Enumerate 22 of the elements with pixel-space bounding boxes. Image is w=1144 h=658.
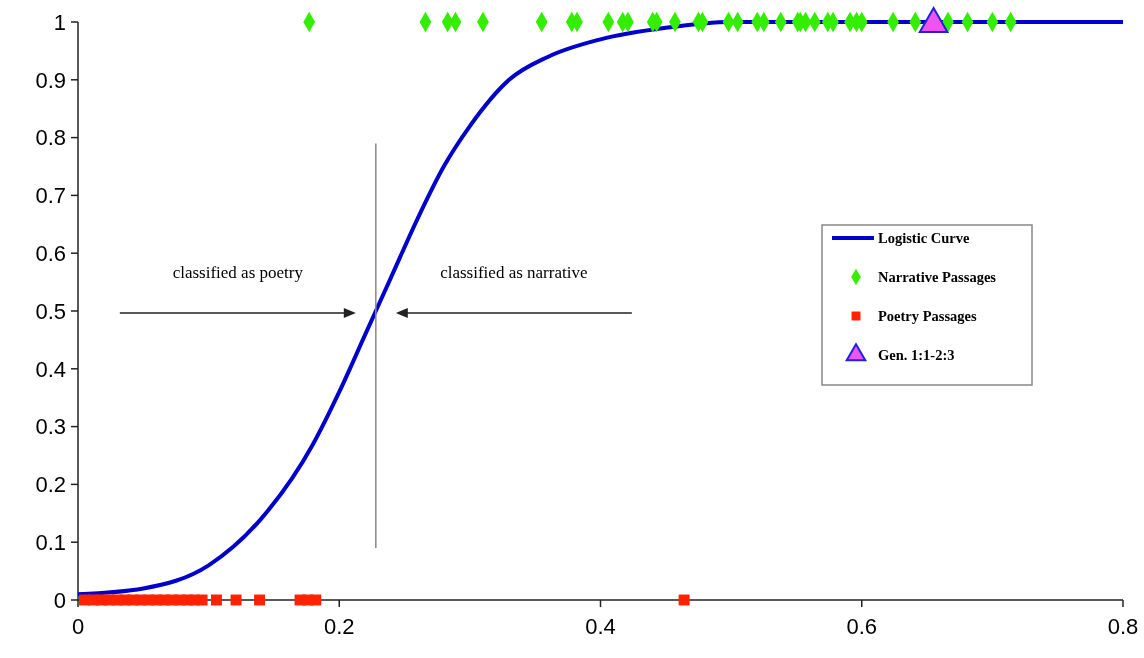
y-tick-label: 0.8 <box>35 125 66 151</box>
y-tick-label: 0.7 <box>35 183 66 209</box>
legend-label: Gen. 1:1-2:3 <box>878 347 955 364</box>
y-tick-label: 0.3 <box>35 414 66 440</box>
y-tick-label: 1 <box>53 9 66 35</box>
x-tick-label: 0.2 <box>323 614 355 639</box>
y-tick-label: 0 <box>53 587 66 613</box>
x-tick-label: 0 <box>71 614 85 639</box>
y-tick-label: 0.6 <box>35 240 66 266</box>
legend-label: Poetry Passages <box>878 308 978 325</box>
legend-label: Logistic Curve <box>878 230 970 247</box>
annotation: classified as poetry <box>172 263 304 282</box>
legend-label: Narrative Passages <box>878 269 997 286</box>
y-tick-label: 0.1 <box>35 529 66 555</box>
x-tick-label: 0.8 <box>1107 614 1139 639</box>
x-tick-label: 0.6 <box>846 614 878 639</box>
annotation: classified as narrative <box>440 263 588 282</box>
x-tick-label: 0.4 <box>585 614 616 639</box>
y-tick-label: 0.4 <box>35 356 66 382</box>
y-tick-label: 0.5 <box>35 298 66 324</box>
y-tick-label: 0.2 <box>35 472 66 498</box>
y-tick-label: 0.9 <box>35 67 66 93</box>
